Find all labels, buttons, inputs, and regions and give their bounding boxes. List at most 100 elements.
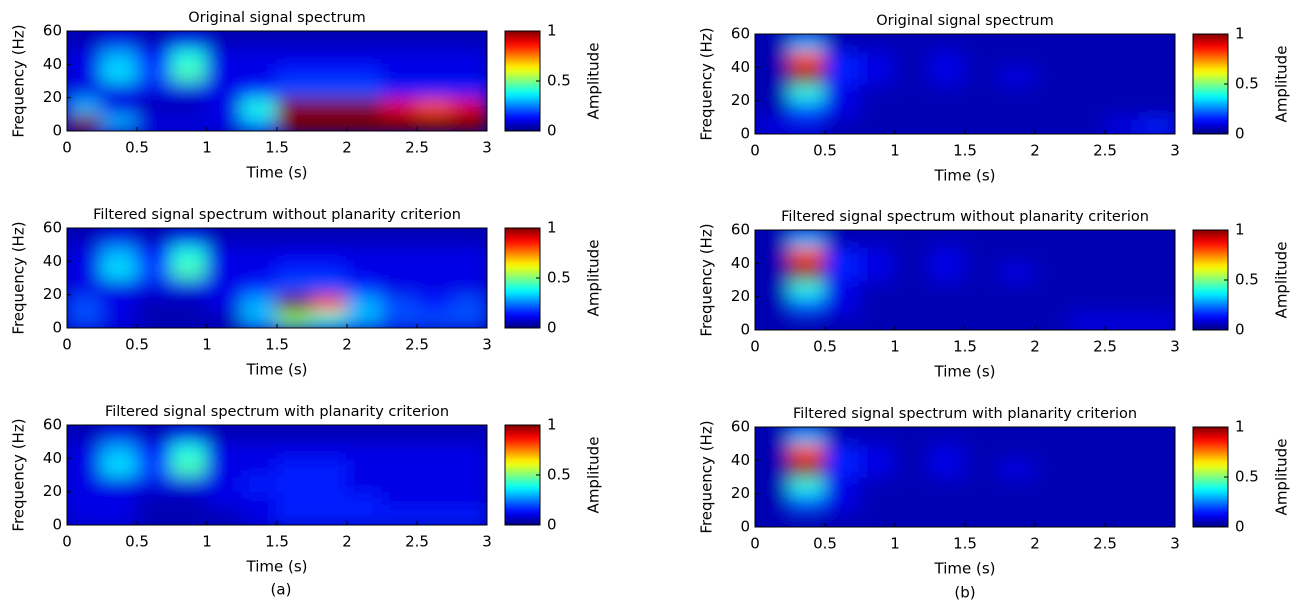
heatmap-cell bbox=[859, 476, 896, 495]
heatmap-cell bbox=[206, 507, 243, 525]
heatmap-cell bbox=[755, 295, 791, 315]
heatmap-cell bbox=[894, 116, 931, 134]
x-tick-label: 3 bbox=[482, 139, 492, 157]
heatmap-cell bbox=[999, 230, 1036, 248]
heatmap-cell bbox=[1034, 492, 1071, 512]
x-tick-label: 1.5 bbox=[953, 535, 977, 553]
heatmap-cell bbox=[859, 116, 896, 134]
heatmap-cell bbox=[964, 116, 1001, 134]
heatmap-cell bbox=[1034, 509, 1071, 527]
heatmap-cell bbox=[171, 310, 208, 328]
heatmap-cell bbox=[206, 425, 243, 443]
chart-title: Original signal spectrum bbox=[876, 13, 1053, 29]
x-tick-label: 0 bbox=[62, 139, 72, 157]
heatmap-cell bbox=[206, 277, 243, 296]
heatmap-cell bbox=[1104, 34, 1141, 52]
heatmap-cell bbox=[859, 295, 896, 315]
heatmap-cell bbox=[1139, 34, 1175, 52]
heatmap-cell bbox=[136, 31, 173, 49]
heatmap-cell bbox=[206, 490, 243, 510]
colorbar-tick-label: 1 bbox=[1235, 418, 1245, 436]
heatmap-cell bbox=[1069, 83, 1106, 102]
heatmap-cell bbox=[346, 260, 383, 279]
chart-title: Filtered signal spectrum with planarity … bbox=[793, 406, 1137, 422]
heatmap-cell bbox=[999, 295, 1036, 315]
y-tick-label: 0 bbox=[740, 125, 750, 143]
colorbar-tick-label: 0.5 bbox=[547, 72, 571, 90]
heatmap-cell bbox=[101, 440, 138, 460]
colorbar-tick-label: 1 bbox=[547, 416, 557, 434]
x-tick-label: 2 bbox=[342, 139, 352, 157]
heatmap-cell bbox=[929, 230, 966, 248]
y-tick-label: 20 bbox=[43, 88, 62, 106]
heatmap-cell bbox=[381, 277, 418, 296]
heatmap-cell bbox=[416, 293, 453, 313]
heatmap-cell bbox=[171, 474, 208, 493]
heatmap-cell bbox=[451, 46, 487, 66]
heatmap-area bbox=[67, 31, 487, 131]
x-tick-label: 2 bbox=[342, 533, 352, 551]
heatmap-cell bbox=[824, 34, 861, 52]
heatmap-cell bbox=[1104, 295, 1141, 315]
heatmap-cell bbox=[929, 509, 966, 527]
heatmap-cell bbox=[136, 425, 173, 443]
heatmap-cell bbox=[206, 96, 243, 116]
heatmap-cell bbox=[136, 507, 173, 525]
heatmap-cell bbox=[1069, 295, 1106, 315]
heatmap-cell bbox=[859, 279, 896, 298]
heatmap-cell bbox=[311, 96, 348, 116]
heatmap-cell bbox=[1034, 230, 1071, 248]
heatmap-cell bbox=[381, 228, 418, 246]
x-tick-label: 2.5 bbox=[1093, 142, 1117, 160]
heatmap-cell bbox=[894, 459, 931, 478]
heatmap-cell bbox=[67, 31, 103, 49]
heatmap-cell bbox=[346, 293, 383, 313]
heatmap-cell bbox=[101, 293, 138, 313]
heatmap-cell bbox=[1034, 245, 1071, 265]
heatmap-cell bbox=[206, 46, 243, 66]
x-tick-label: 1.5 bbox=[953, 142, 977, 160]
colorbar bbox=[1192, 229, 1229, 331]
x-tick-label: 3 bbox=[1170, 142, 1180, 160]
heatmap-cell bbox=[859, 83, 896, 102]
heatmap-cell bbox=[755, 509, 791, 527]
heatmap-cell bbox=[416, 277, 453, 296]
heatmap-cell bbox=[859, 262, 896, 281]
x-tick-label: 2 bbox=[1030, 535, 1040, 553]
x-tick-label: 3 bbox=[1170, 338, 1180, 356]
heatmap-cell bbox=[136, 63, 173, 82]
heatmap-cell bbox=[1034, 476, 1071, 495]
heatmap-cell bbox=[964, 459, 1001, 478]
heatmap-cell bbox=[1139, 476, 1175, 495]
heatmap-cell bbox=[206, 80, 243, 99]
heatmap-cell bbox=[451, 440, 487, 460]
heatmap-cell bbox=[789, 509, 826, 527]
y-axis-label: Frequency (Hz) bbox=[10, 24, 28, 137]
heatmap-cell bbox=[171, 507, 208, 525]
heatmap-cell bbox=[276, 507, 313, 525]
heatmap-cell bbox=[1104, 116, 1141, 134]
heatmap-cell bbox=[451, 507, 487, 525]
x-tick-label: 1 bbox=[890, 535, 900, 553]
heatmap-cell bbox=[894, 279, 931, 298]
y-tick-label: 0 bbox=[52, 122, 62, 140]
heatmap-cell bbox=[241, 46, 278, 66]
heatmap-cell bbox=[1139, 262, 1175, 281]
heatmap-cell bbox=[101, 425, 138, 443]
heatmap-cell bbox=[964, 34, 1001, 52]
x-tick-label: 0.5 bbox=[125, 139, 149, 157]
heatmap-cell bbox=[276, 46, 313, 66]
heatmap-cell bbox=[276, 277, 313, 296]
heatmap-cell bbox=[1139, 459, 1175, 478]
heatmap-cell bbox=[101, 474, 138, 493]
heatmap-cell bbox=[929, 492, 966, 512]
heatmap-cell bbox=[964, 49, 1001, 69]
heatmap-cell bbox=[416, 96, 453, 116]
y-tick-label: 40 bbox=[731, 451, 750, 469]
heatmap-cell bbox=[416, 243, 453, 263]
heatmap-cell bbox=[1139, 83, 1175, 102]
heatmap-cell bbox=[171, 490, 208, 510]
heatmap-cell bbox=[1034, 442, 1071, 462]
heatmap-cell bbox=[67, 293, 103, 313]
x-tick-label: 2 bbox=[1030, 142, 1040, 160]
